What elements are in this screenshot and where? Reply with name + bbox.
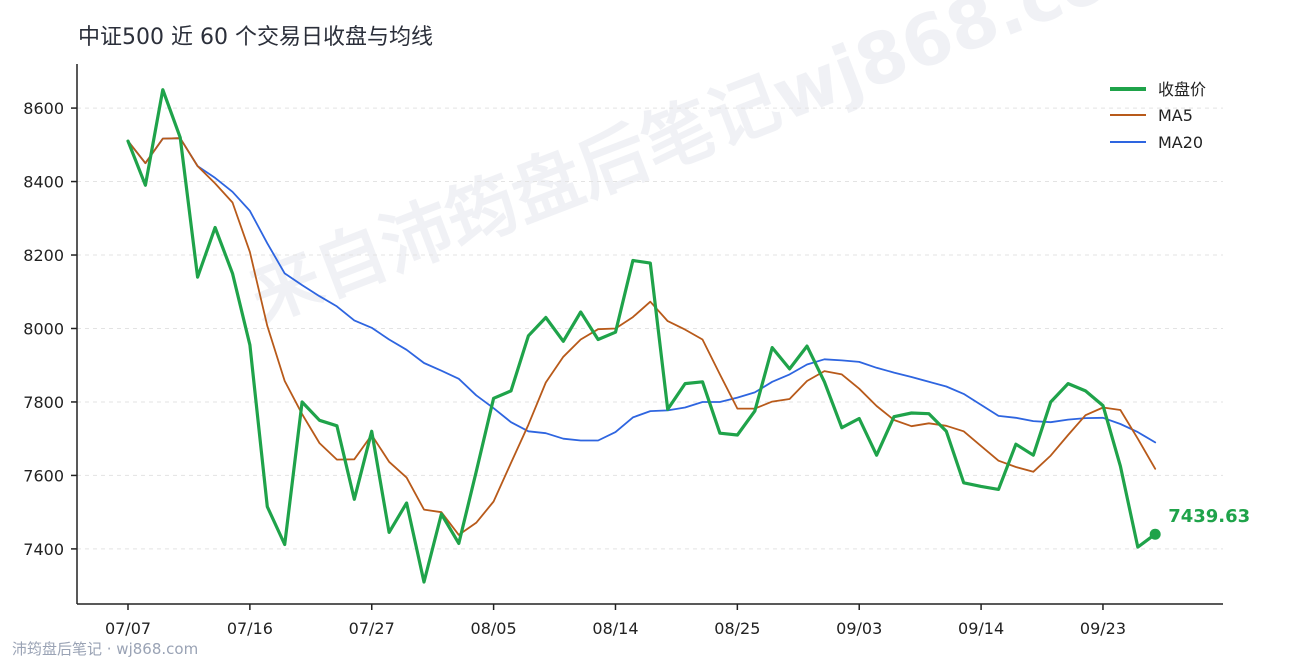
y-tick-label: 7600 [23,466,64,485]
legend: 收盘价 MA5 MA20 [1110,80,1206,152]
x-tick-label: 07/27 [349,619,395,638]
x-tick-label: 07/16 [227,619,273,638]
y-tick-label: 8200 [23,246,64,265]
series-lines [126,88,1157,584]
legend-label-close: 收盘价 [1158,80,1206,99]
y-tick-label: 7800 [23,393,64,412]
chart-title: 中证500 近 60 个交易日收盘与均线 [78,25,433,50]
x-tick-label: 09/23 [1080,619,1126,638]
x-tick-label: 08/05 [471,619,517,638]
series-line-ma20 [127,137,1157,444]
x-tick-label: 09/14 [958,619,1004,638]
legend-label-ma20: MA20 [1158,133,1203,152]
series-line-close [126,88,1157,584]
last-close-label: 7439.63 [1168,506,1250,527]
end-marker: 7439.63 [1149,506,1250,540]
y-tick-label: 8000 [23,319,64,338]
x-ticks: 07/07 07/16 07/27 08/05 08/14 08/25 09/03 09/14… [105,604,1126,638]
series-line-ma5 [127,137,1157,536]
y-tick-label: 8400 [23,173,64,192]
watermark: 来自沛筠盘后笔记wj868.com [239,0,1187,338]
axes [76,64,1223,605]
y-tick-label: 7400 [23,540,64,559]
x-tick-label: 09/03 [836,619,882,638]
legend-label-ma5: MA5 [1158,106,1193,125]
gridlines [77,107,1223,550]
x-tick-label: 08/25 [714,619,760,638]
footer-credit: 沛筠盘后笔记 · wj868.com [12,640,198,658]
last-close-dot [1149,528,1161,540]
x-tick-label: 08/14 [592,619,638,638]
y-tick-label: 8600 [23,99,64,118]
x-tick-label: 07/07 [105,619,151,638]
y-ticks: 7400 7600 7800 8000 8200 8400 8600 [23,99,77,559]
